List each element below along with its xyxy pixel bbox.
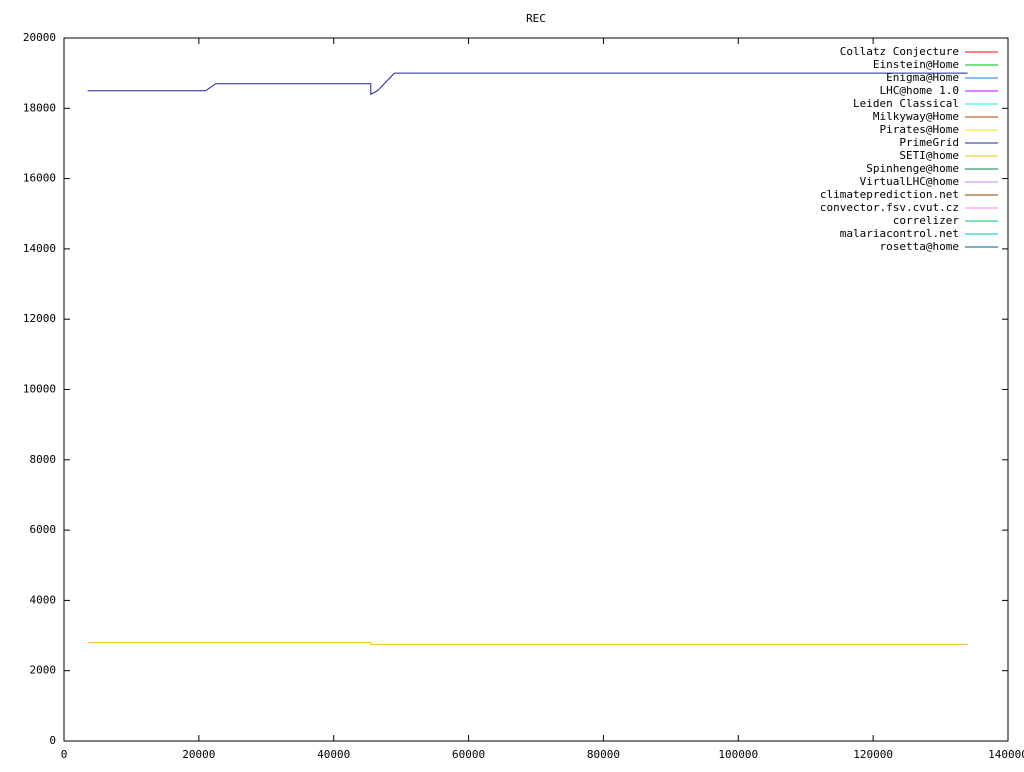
x-tick-label: 20000 bbox=[182, 748, 215, 761]
legend-label: correlizer bbox=[893, 214, 960, 227]
y-tick-label: 6000 bbox=[30, 523, 57, 536]
chart-title: REC bbox=[526, 12, 546, 25]
x-tick-label: 80000 bbox=[587, 748, 620, 761]
y-tick-label: 12000 bbox=[23, 312, 56, 325]
legend-label: climateprediction.net bbox=[820, 188, 959, 201]
legend-label: Milkyway@Home bbox=[873, 110, 959, 123]
x-tick-label: 120000 bbox=[853, 748, 893, 761]
legend-label: Enigma@Home bbox=[886, 71, 959, 84]
x-tick-label: 60000 bbox=[452, 748, 485, 761]
legend-label: rosetta@home bbox=[880, 240, 959, 253]
legend-label: Collatz Conjecture bbox=[840, 45, 959, 58]
series-line bbox=[87, 642, 968, 645]
legend-label: PrimeGrid bbox=[899, 136, 959, 149]
y-tick-label: 0 bbox=[49, 734, 56, 747]
legend-label: Einstein@Home bbox=[873, 58, 959, 71]
legend-label: Spinhenge@home bbox=[866, 162, 959, 175]
y-tick-label: 18000 bbox=[23, 101, 56, 114]
x-tick-label: 100000 bbox=[718, 748, 758, 761]
x-tick-label: 40000 bbox=[317, 748, 350, 761]
x-tick-label: 140000 bbox=[988, 748, 1024, 761]
legend-label: convector.fsv.cvut.cz bbox=[820, 201, 959, 214]
series-line bbox=[87, 72, 968, 96]
legend-label: Pirates@Home bbox=[880, 123, 959, 136]
y-tick-label: 14000 bbox=[23, 242, 56, 255]
y-tick-label: 10000 bbox=[23, 383, 56, 396]
y-tick-label: 20000 bbox=[23, 31, 56, 44]
y-tick-label: 4000 bbox=[30, 593, 57, 606]
legend-label: LHC@home 1.0 bbox=[880, 84, 959, 97]
legend-label: SETI@home bbox=[899, 149, 959, 162]
y-tick-label: 2000 bbox=[30, 664, 57, 677]
legend-label: malariacontrol.net bbox=[840, 227, 959, 240]
x-tick-label: 0 bbox=[61, 748, 68, 761]
legend-label: VirtualLHC@home bbox=[860, 175, 959, 188]
legend-label: Leiden Classical bbox=[853, 97, 959, 110]
y-tick-label: 16000 bbox=[23, 172, 56, 185]
y-tick-label: 8000 bbox=[30, 453, 57, 466]
